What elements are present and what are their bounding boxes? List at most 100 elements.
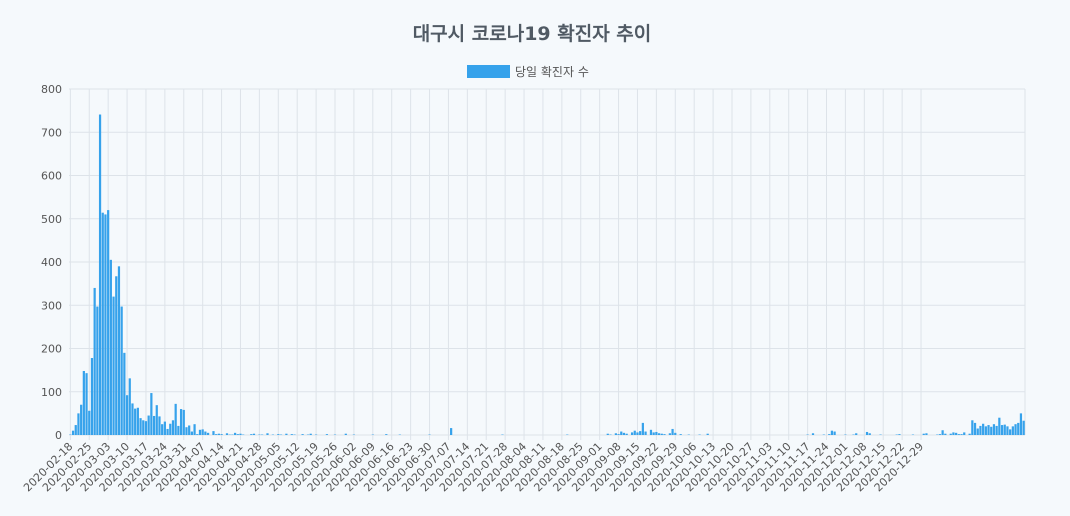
bar[interactable]: [301, 434, 304, 435]
bar[interactable]: [630, 432, 634, 435]
bar[interactable]: [614, 433, 617, 435]
bar[interactable]: [134, 408, 137, 435]
bar[interactable]: [155, 405, 158, 435]
bar[interactable]: [179, 409, 183, 435]
bar[interactable]: [252, 433, 256, 435]
bar[interactable]: [898, 434, 901, 435]
bar[interactable]: [96, 306, 99, 435]
bar[interactable]: [1009, 429, 1012, 435]
bar[interactable]: [620, 431, 623, 435]
bar[interactable]: [152, 415, 156, 435]
bar[interactable]: [1017, 422, 1020, 435]
bar[interactable]: [117, 266, 121, 435]
bar[interactable]: [74, 425, 77, 435]
bar[interactable]: [1011, 426, 1014, 435]
bar[interactable]: [206, 432, 210, 435]
bar[interactable]: [1019, 413, 1023, 435]
bar[interactable]: [147, 415, 150, 435]
bar[interactable]: [250, 434, 253, 435]
bar[interactable]: [652, 432, 655, 435]
bar[interactable]: [144, 421, 148, 435]
bar[interactable]: [922, 433, 925, 435]
bar[interactable]: [633, 430, 636, 435]
bar[interactable]: [88, 410, 91, 435]
bar[interactable]: [115, 276, 118, 435]
bar[interactable]: [639, 431, 642, 435]
bar[interactable]: [450, 428, 453, 435]
bar[interactable]: [77, 413, 80, 435]
bar[interactable]: [277, 434, 280, 435]
bar[interactable]: [973, 422, 977, 435]
bar[interactable]: [636, 432, 639, 435]
bar[interactable]: [204, 431, 207, 435]
bar[interactable]: [174, 403, 177, 435]
bar[interactable]: [344, 433, 347, 435]
bar[interactable]: [938, 434, 942, 435]
bar[interactable]: [655, 431, 658, 435]
bar[interactable]: [150, 393, 153, 435]
bar[interactable]: [142, 420, 145, 435]
bar[interactable]: [968, 433, 971, 435]
bar[interactable]: [949, 433, 952, 435]
bar[interactable]: [679, 434, 682, 435]
bar[interactable]: [90, 358, 94, 435]
bar[interactable]: [225, 433, 229, 435]
bar[interactable]: [663, 434, 666, 435]
bar[interactable]: [674, 432, 677, 435]
bar[interactable]: [987, 425, 990, 435]
bar[interactable]: [131, 403, 134, 435]
bar[interactable]: [161, 424, 164, 435]
bar[interactable]: [957, 434, 960, 435]
bar[interactable]: [107, 210, 110, 435]
bar[interactable]: [828, 434, 831, 435]
bar[interactable]: [660, 433, 663, 435]
bar[interactable]: [166, 428, 169, 435]
bar[interactable]: [112, 296, 115, 435]
bar[interactable]: [193, 424, 196, 435]
bar[interactable]: [941, 430, 944, 435]
bar[interactable]: [830, 430, 834, 435]
bar[interactable]: [617, 434, 620, 435]
bar[interactable]: [925, 433, 928, 435]
bar[interactable]: [644, 431, 647, 435]
bar[interactable]: [104, 214, 107, 435]
bar[interactable]: [236, 434, 239, 435]
bar[interactable]: [992, 424, 996, 435]
bar[interactable]: [82, 370, 85, 435]
bar[interactable]: [109, 259, 112, 435]
bar[interactable]: [625, 433, 628, 435]
bar[interactable]: [171, 420, 175, 435]
bar[interactable]: [136, 407, 139, 435]
bar[interactable]: [80, 404, 83, 435]
bar[interactable]: [190, 431, 193, 435]
bar[interactable]: [93, 287, 96, 435]
bar[interactable]: [215, 434, 218, 435]
bar[interactable]: [668, 433, 671, 435]
bar[interactable]: [85, 373, 88, 435]
bar[interactable]: [952, 432, 955, 435]
bar[interactable]: [182, 409, 185, 435]
legend[interactable]: 당일 확진자 수: [467, 65, 589, 79]
bar[interactable]: [622, 432, 626, 435]
bar[interactable]: [1014, 424, 1017, 435]
bar[interactable]: [1003, 424, 1006, 435]
bar[interactable]: [1000, 425, 1004, 435]
bar[interactable]: [233, 432, 237, 435]
bar[interactable]: [963, 432, 966, 435]
bar[interactable]: [169, 423, 172, 435]
bar[interactable]: [657, 433, 661, 435]
bar[interactable]: [995, 425, 998, 435]
bar[interactable]: [982, 423, 985, 435]
bar[interactable]: [290, 434, 293, 435]
bar[interactable]: [239, 433, 242, 435]
bar[interactable]: [979, 425, 982, 435]
bar[interactable]: [606, 433, 609, 435]
bar[interactable]: [266, 433, 269, 435]
bar[interactable]: [125, 395, 129, 435]
bar[interactable]: [671, 428, 674, 435]
bar[interactable]: [188, 425, 191, 435]
bar[interactable]: [185, 427, 188, 435]
bar[interactable]: [325, 434, 329, 435]
bar[interactable]: [706, 433, 709, 435]
bar[interactable]: [649, 429, 653, 435]
